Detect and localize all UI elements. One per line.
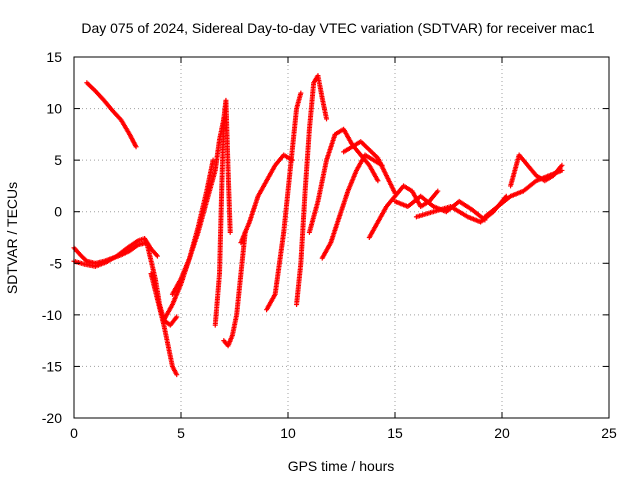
series-arc-morning-upper (71, 236, 160, 269)
x-tick-label: 20 (494, 425, 510, 441)
data-point (375, 178, 381, 184)
data-point (154, 253, 160, 259)
y-axis-label: SDTVAR / TECUs (4, 182, 20, 294)
y-tick-label: -20 (42, 410, 62, 426)
x-tick-label: 0 (70, 425, 78, 441)
data-point (559, 167, 565, 173)
series-arc-rise-2 (169, 116, 227, 297)
series-arc-midday-6 (341, 139, 398, 196)
y-tick-label: 15 (46, 49, 62, 65)
data-point (324, 116, 330, 122)
data-point (435, 188, 441, 194)
data-point (227, 229, 233, 235)
data-point (174, 314, 180, 320)
grid-layer (74, 57, 609, 418)
data-point (174, 372, 180, 378)
x-tick-label: 5 (177, 425, 185, 441)
x-tick-label: 10 (280, 425, 296, 441)
x-tick-label: 15 (387, 425, 403, 441)
data-point (559, 162, 565, 168)
series-arc-midday-2 (264, 90, 304, 313)
series-arc-midday-4 (306, 126, 381, 235)
tick-layer: 0 5 10 15 20 25 -20 -15 -10 -5 0 5 10 15 (42, 49, 617, 441)
plot-frame (73, 56, 610, 419)
series-arc-midday-3 (294, 73, 330, 308)
y-tick-label: -5 (50, 255, 63, 271)
chart-title: Day 075 of 2024, Sidereal Day-to-day VTE… (81, 20, 594, 36)
series-arc-spike-b (221, 229, 248, 349)
y-tick-label: -10 (42, 307, 62, 323)
x-axis-label: GPS time / hours (288, 458, 395, 474)
data-point (298, 90, 304, 96)
y-tick-label: 10 (46, 101, 62, 117)
y-tick-label: 5 (54, 152, 62, 168)
series-arc-drop (148, 271, 180, 378)
series-arc-early-high (84, 80, 139, 150)
data-points-layer (71, 73, 565, 378)
x-tick-label: 25 (601, 425, 617, 441)
y-tick-label: 0 (54, 204, 62, 220)
series-arc-rise-1 (161, 157, 216, 323)
data-point (133, 144, 139, 150)
y-tick-label: -15 (42, 358, 62, 374)
series-arc-spike-a (212, 97, 233, 328)
series-arc-midday-5 (319, 152, 385, 261)
series-arc-evening-2 (508, 152, 565, 189)
